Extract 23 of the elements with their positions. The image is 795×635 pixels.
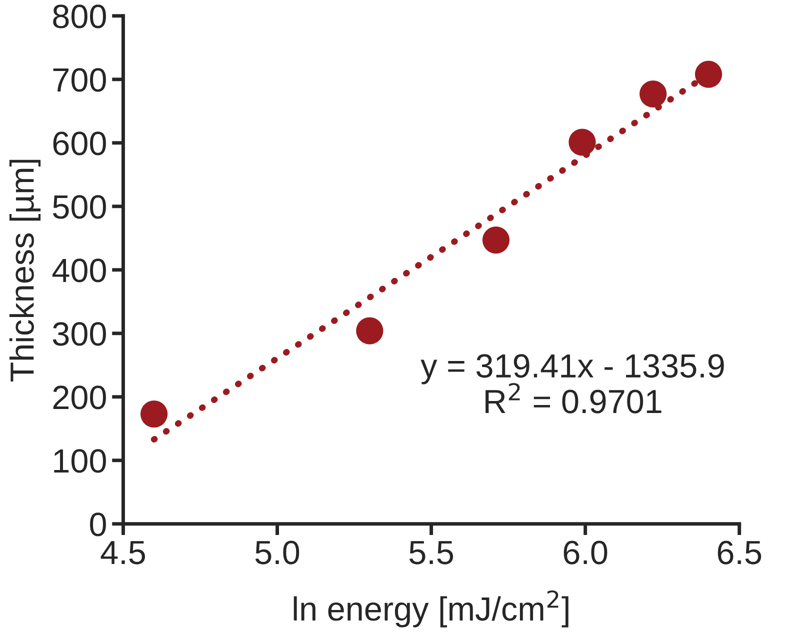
y-tick-label: 0 xyxy=(90,512,106,536)
point xyxy=(640,80,667,108)
y-tick-label: 700 xyxy=(53,68,106,92)
y-tick-label: 400 xyxy=(52,258,106,282)
x-axis-title: ln energy [mJ/cm$^{2}$] xyxy=(294,590,568,628)
point xyxy=(482,226,510,254)
point xyxy=(140,400,168,428)
y-tick-label: 600 xyxy=(53,132,106,156)
point xyxy=(695,60,722,88)
point xyxy=(568,128,596,156)
point xyxy=(356,317,384,344)
y-tick-label: 100 xyxy=(54,449,106,473)
y-tick-label: 200 xyxy=(53,386,106,410)
x-tick-label: 5.0 xyxy=(255,540,300,564)
y-tick-label: 800 xyxy=(53,4,106,28)
y-tick-label: 300 xyxy=(52,322,106,346)
y-tick-label: 500 xyxy=(52,195,106,219)
x-tick-label: 4.5 xyxy=(100,541,145,564)
annotation: y = 319.41x - 1335.9 R$^{2}$ = 0.9701 xyxy=(420,354,724,414)
x-tick-label: 6.0 xyxy=(564,540,608,564)
x-tick-label: 5.5 xyxy=(409,541,454,564)
x-tick-label: 6.5 xyxy=(718,540,762,564)
y-axis-title: Thickness [µm] xyxy=(9,160,41,382)
